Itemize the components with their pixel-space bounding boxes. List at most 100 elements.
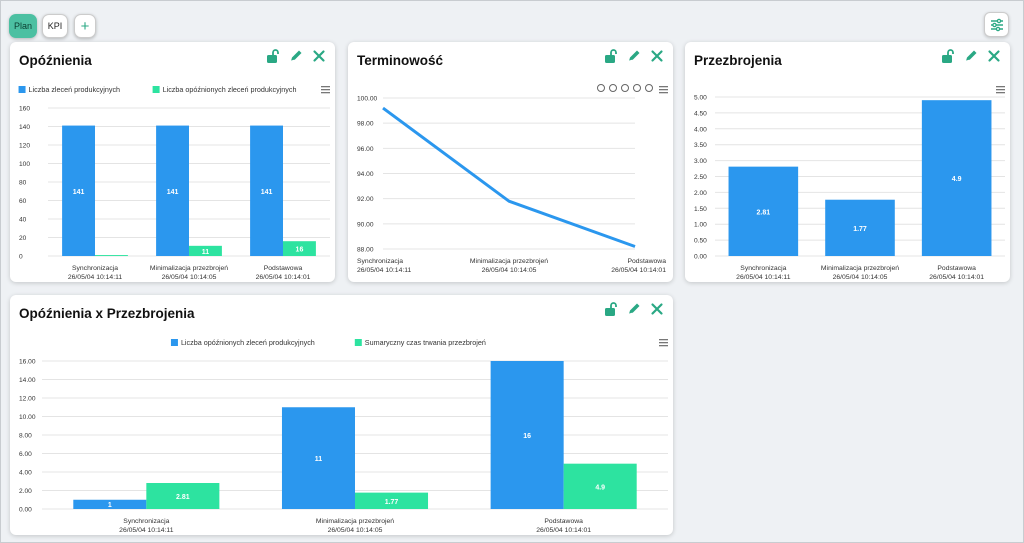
y-tick-label: 2.00 [19,488,32,495]
y-tick-label: 0 [19,254,23,261]
line-chart-terminowosc: 88.00 90.00 92.00 94.00 96.00 98.00 100.00 Sync… [357,84,668,274]
x-tick-label: Synchronizacja [357,258,403,265]
y-tick-label: 0.00 [694,254,707,261]
legend-swatch [170,339,178,346]
y-tick-label: 96.00 [357,146,374,153]
data-label: 1.77 [385,499,399,506]
y-tick-label: 98.00 [357,121,374,128]
pencil-icon[interactable] [627,302,641,316]
data-label: 1 [108,502,112,509]
y-tick-label: 92.00 [357,196,374,203]
search-icon[interactable] [621,84,629,92]
x-tick-date: 26/05/04 10:14:01 [256,274,311,281]
menu-icon-bar [659,345,668,347]
y-tick-label: 40 [19,217,27,224]
y-tick-label: 0.50 [694,238,707,245]
bar [921,100,992,257]
y-tick-label: 100.00 [357,96,378,103]
x-tick-date: 26/05/04 10:14:05 [833,274,888,281]
bar [281,407,355,509]
x-tick-label: Minimalizacja przezbrojeń [316,518,394,525]
settings-button[interactable] [984,12,1009,37]
y-tick-label: 3.00 [694,158,707,165]
x-tick-date: 26/05/04 10:14:05 [328,527,383,534]
legend-swatch [152,86,160,93]
x-tick-label: Podstawowa [544,518,583,525]
y-tick-label: 160 [19,106,30,113]
unlock-icon[interactable] [604,49,618,63]
unlock-icon[interactable] [604,302,618,316]
close-icon[interactable] [650,49,664,63]
menu-icon-bar [321,92,330,94]
bar [156,125,189,256]
pencil-icon[interactable] [289,49,303,63]
data-label: 4.9 [595,484,605,491]
y-tick-label: 120 [19,143,30,150]
x-tick-date: 26/05/04 10:14:01 [929,274,984,281]
data-label: 4.9 [952,176,962,183]
home-icon[interactable] [645,84,653,92]
x-tick-label: Podstawowa [937,265,976,272]
x-tick-label: Synchronizacja [123,518,169,525]
bar [146,483,220,509]
legend-swatch [354,339,362,346]
y-tick-label: 12.00 [19,396,36,403]
y-tick-label: 2.00 [694,190,707,197]
add-tab-button[interactable]: + [74,14,96,38]
close-icon[interactable] [650,302,664,316]
x-tick-label: Podstawowa [627,258,666,265]
legend-label: Sumaryczny czas trwania przezbrojeń [365,338,486,347]
tab-plan[interactable]: Plan [9,14,37,38]
panel-terminowosc: Terminowość 88.00 90.00 92.00 94.00 96.00 98.… [348,42,673,282]
bar [355,492,429,509]
y-tick-label: 6.00 [19,451,32,458]
legend-label: Liczba opóźnionych zleceń produkcyjnych [163,85,297,94]
menu-icon-bar [659,86,668,88]
data-label: 141 [261,189,273,196]
unlock-icon[interactable] [266,49,280,63]
bar [73,499,147,509]
legend-label: Liczba opóźnionych zleceń produkcyjnych [181,338,315,347]
unlock-icon[interactable] [941,49,955,63]
bar [62,125,95,256]
zoom-in-icon[interactable] [597,84,605,92]
panel-title: Terminowość [357,53,444,68]
x-tick-date: 26/05/04 10:14:05 [162,274,217,281]
data-label: 11 [315,456,323,463]
y-tick-label: 60 [19,198,27,205]
y-tick-label: 8.00 [19,433,32,440]
x-tick-label: Minimalizacja przezbrojeń [821,265,899,272]
tab-kpi[interactable]: KPI [42,14,68,38]
menu-icon-bar [659,342,668,344]
y-tick-label: 90.00 [357,221,374,228]
pencil-icon[interactable] [964,49,978,63]
zoom-out-icon[interactable] [609,84,617,92]
y-tick-label: 140 [19,124,30,131]
x-tick-date: 26/05/04 10:14:11 [119,527,174,534]
data-label: 16 [296,247,304,254]
y-tick-label: 100 [19,161,30,168]
y-tick-label: 4.50 [694,110,707,117]
y-tick-label: 20 [19,235,27,242]
close-icon[interactable] [312,49,326,63]
pan-icon[interactable] [633,84,641,92]
close-icon[interactable] [987,49,1001,63]
bar [490,361,564,509]
x-tick-label: Minimalizacja przezbrojeń [470,258,548,265]
bar [250,125,283,256]
pencil-icon[interactable] [627,49,641,63]
bar [189,245,222,256]
menu-icon-bar [996,86,1005,88]
y-tick-label: 1.50 [694,206,707,213]
x-tick-date: 26/05/04 10:14:01 [536,527,591,534]
data-label: 141 [167,189,179,196]
panel-opoznienia-x-przezbrojenia: Opóźnienia x Przezbrojenia Liczba opóźni… [10,295,673,535]
panel-title: Przezbrojenia [694,53,782,68]
y-tick-label: 1.00 [694,222,707,229]
x-tick-date: 26/05/04 10:14:11 [736,274,791,281]
x-tick-date: 26/05/04 10:14:05 [482,267,537,274]
x-tick-date: 26/05/04 10:14:11 [68,274,123,281]
bar [563,463,637,509]
menu-icon-bar [996,89,1005,91]
data-label: 2.81 [176,494,190,501]
